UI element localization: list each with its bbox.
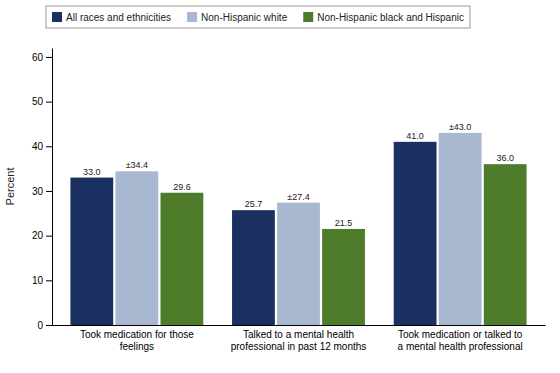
y-tick: 0 [37, 320, 52, 331]
y-tick: 50 [32, 96, 52, 107]
x-tick-label-line: professional in past 12 months [231, 341, 367, 352]
bar [232, 210, 275, 325]
data-label: ±43.0 [449, 122, 471, 132]
legend-item: All races and ethnicities [52, 12, 171, 23]
bar [394, 142, 437, 325]
legend: All races and ethnicities Non-Hispanic wh… [46, 6, 470, 28]
y-axis: 0 10 20 30 40 50 60 [32, 49, 53, 331]
legend-item: Non-Hispanic white [187, 12, 288, 23]
x-axis-line [53, 325, 546, 326]
y-tick-mark [46, 325, 52, 326]
y-tick-label: 10 [32, 275, 44, 286]
y-tick-label: 40 [32, 141, 44, 152]
bar [484, 164, 527, 325]
x-axis: Took medication for thosefeelings Talked … [53, 326, 546, 352]
x-tick-label-line: a mental health professional [398, 341, 523, 352]
y-tick-mark [46, 191, 52, 192]
legend-label: Non-Hispanic white [201, 12, 288, 23]
y-axis-line [52, 49, 53, 326]
x-tick-label-line: Took medication for those [80, 329, 194, 340]
x-tick: Took medication or talked toa mental hea… [398, 329, 523, 352]
legend-frame [46, 6, 470, 28]
data-label: 33.0 [83, 167, 101, 177]
data-label: 25.7 [245, 199, 263, 209]
data-label: ±34.4 [126, 160, 148, 170]
bar [115, 171, 158, 325]
bar-series [115, 133, 481, 325]
data-label: ±27.4 [287, 192, 309, 202]
legend-swatch [187, 12, 197, 22]
y-tick-label: 30 [32, 186, 44, 197]
bars [70, 133, 526, 325]
legend-swatch [52, 12, 62, 22]
data-label: 36.0 [496, 153, 514, 163]
data-label: 21.5 [335, 218, 353, 228]
y-tick-label: 60 [32, 52, 44, 63]
x-tick-label-line: feelings [120, 341, 154, 352]
bar [439, 133, 482, 325]
y-tick-mark [46, 236, 52, 237]
x-tick-label: Took medication or talked toa mental hea… [398, 329, 523, 352]
y-tick-label: 50 [32, 96, 44, 107]
bar-series [70, 142, 436, 325]
x-tick: Took medication for thosefeelings [80, 329, 194, 352]
y-tick-mark [46, 102, 52, 103]
bar [161, 193, 204, 325]
bar [277, 203, 320, 325]
y-tick-mark [46, 280, 52, 281]
legend-swatch [303, 12, 313, 22]
y-tick-label: 20 [32, 230, 44, 241]
y-tick: 30 [32, 186, 52, 197]
bar [322, 229, 365, 325]
x-tick-label: Took medication for thosefeelings [80, 329, 194, 352]
y-tick: 20 [32, 230, 52, 241]
y-tick: 60 [32, 52, 52, 63]
y-tick-label: 0 [37, 320, 43, 331]
data-label: 29.6 [173, 182, 191, 192]
data-label: 41.0 [406, 131, 424, 141]
x-tick: Talked to a mental healthprofessional in… [231, 329, 367, 352]
y-tick-mark [46, 57, 52, 58]
bar [70, 178, 113, 325]
legend-label: All races and ethnicities [66, 12, 171, 23]
plot: 33.0 25.7 41.0 ±34.4 ±27.4 ±43.0 29.6 21.5 36.0 0… [4, 49, 546, 352]
chart: 33.0 25.7 41.0 ±34.4 ±27.4 ±43.0 29.6 21.5 36.0 0… [0, 0, 560, 373]
legend-label: Non-Hispanic black and Hispanic [317, 12, 464, 23]
y-axis-title: Percent [4, 168, 16, 206]
x-tick-label-line: Talked to a mental health [243, 329, 354, 340]
x-tick-label: Talked to a mental healthprofessional in… [231, 329, 367, 352]
legend-item: Non-Hispanic black and Hispanic [303, 12, 464, 23]
x-tick-label-line: Took medication or talked to [398, 329, 523, 340]
y-tick-mark [46, 146, 52, 147]
y-tick: 10 [32, 275, 52, 286]
data-labels: 33.0 25.7 41.0 ±34.4 ±27.4 ±43.0 29.6 21.5 36.0 [83, 122, 514, 228]
bar-series [161, 164, 527, 325]
y-tick: 40 [32, 141, 52, 152]
